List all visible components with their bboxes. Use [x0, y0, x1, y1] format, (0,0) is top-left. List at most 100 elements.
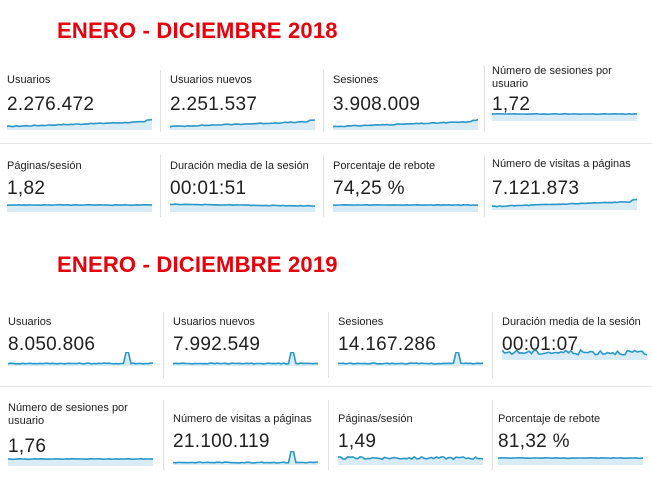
- sparkline-chart: [498, 456, 643, 465]
- card-divider: [484, 66, 485, 132]
- metric-label: Sesiones: [333, 74, 379, 86]
- sparkline-line: [173, 352, 318, 365]
- sparkline-chart: [338, 352, 483, 366]
- sparkline-line: [333, 203, 478, 207]
- metric-card-usuarios-nuevos[interactable]: Usuarios nuevos 2.251.537: [170, 74, 320, 136]
- sparkline-chart: [333, 203, 478, 212]
- sparkline-chart: [492, 112, 637, 121]
- metric-label: Usuarios nuevos: [173, 316, 255, 328]
- metric-label: Duración media de la sesión: [170, 160, 309, 172]
- metric-value: 1,49: [338, 431, 377, 452]
- sparkline-line: [333, 118, 478, 128]
- sparkline-chart: [8, 457, 153, 466]
- metric-label: Número de visitas a páginas: [492, 158, 631, 170]
- metric-label: Número de visitas a páginas: [173, 413, 312, 425]
- metric-card-numero-de-sesiones-por-usuario[interactable]: Número de sesiones por usuario 1,72: [492, 65, 642, 127]
- sparkline-chart: [173, 451, 318, 465]
- metric-value: 7.121.873: [492, 178, 580, 199]
- sparkline-area: [492, 113, 637, 121]
- sparkline-chart: [8, 352, 153, 366]
- card-divider: [328, 400, 329, 470]
- sparkline-chart: [338, 455, 483, 465]
- sparkline-line: [8, 352, 153, 365]
- card-divider: [163, 312, 164, 378]
- sparkline-line: [170, 119, 315, 128]
- metric-value: 14.167.286: [338, 334, 437, 355]
- metric-label: Usuarios: [8, 316, 52, 328]
- sparkline-area: [173, 352, 318, 366]
- sparkline-area: [8, 458, 153, 466]
- metric-label: Usuarios nuevos: [170, 74, 252, 86]
- sparkline-line: [338, 352, 483, 365]
- metric-value: 81,32 %: [498, 431, 570, 452]
- metric-card-usuarios[interactable]: Usuarios 2.276.472: [7, 74, 157, 136]
- sparkline-line: [170, 203, 315, 207]
- card-divider: [160, 70, 161, 132]
- sparkline-area: [333, 204, 478, 212]
- sparkline-area: [502, 349, 647, 360]
- metric-label: Páginas/sesión: [7, 160, 82, 172]
- sparkline-line: [7, 118, 152, 128]
- metric-label: Porcentaje de rebote: [333, 160, 436, 172]
- sparkline-area: [498, 457, 643, 465]
- card-divider: [492, 400, 493, 470]
- sparkline-chart: [492, 198, 637, 210]
- sparkline-chart: [7, 203, 152, 212]
- sparkline-line: [8, 457, 153, 461]
- metric-card-sesiones[interactable]: Sesiones 14.167.286: [338, 316, 488, 378]
- card-divider: [163, 400, 164, 470]
- metric-value: 00:01:51: [170, 178, 247, 199]
- card-divider: [323, 155, 324, 217]
- metric-label: Duración media de la sesión: [502, 316, 641, 328]
- sparkline-area: [7, 204, 152, 212]
- metric-label: Número de sesiones por usuario: [492, 65, 612, 90]
- metric-card-usuarios[interactable]: Usuarios 8.050.806: [8, 316, 158, 378]
- metric-card-usuarios-nuevos[interactable]: Usuarios nuevos 7.992.549: [173, 316, 323, 378]
- metric-label: Número de sesiones por usuario: [8, 402, 128, 427]
- metric-value: 1,76: [8, 436, 47, 457]
- metric-value: 00:01:07: [502, 334, 579, 355]
- metric-value: 21.100.119: [173, 431, 270, 452]
- metric-card-numero-de-sesiones-por-usuario[interactable]: Número de sesiones por usuario 1,76: [8, 402, 158, 466]
- metric-card-sesiones[interactable]: Sesiones 3.908.009: [333, 74, 483, 136]
- metric-label: Sesiones: [338, 316, 384, 328]
- metric-card-numero-de-visitas-a-paginas[interactable]: Número de visitas a páginas 7.121.873: [492, 158, 642, 220]
- sparkline-chart: [7, 118, 152, 130]
- sparkline-line: [498, 456, 643, 460]
- metric-card-duracion-media-de-la-sesion[interactable]: Duración media de la sesión 00:01:07: [502, 316, 652, 378]
- sparkline-area: [173, 451, 318, 465]
- metric-card-duracion-media-de-la-sesion[interactable]: Duración media de la sesión 00:01:51: [170, 160, 320, 222]
- metric-value: 3.908.009: [333, 94, 421, 115]
- metric-label: Páginas/sesión: [338, 413, 413, 425]
- metric-value: 7.992.549: [173, 334, 261, 355]
- sparkline-chart: [333, 118, 478, 130]
- section-title-2018: ENERO - DICIEMBRE 2018: [57, 18, 338, 43]
- metric-value: 74,25 %: [333, 178, 405, 199]
- sparkline-line: [502, 348, 647, 356]
- row-divider: [0, 386, 652, 387]
- sparkline-chart: [502, 348, 647, 360]
- card-divider: [328, 312, 329, 378]
- metric-value: 2.276.472: [7, 94, 95, 115]
- row-divider: [0, 143, 652, 144]
- sparkline-line: [338, 455, 483, 461]
- sparkline-line: [492, 198, 637, 208]
- metric-value: 2.251.537: [170, 94, 258, 115]
- card-divider: [323, 70, 324, 132]
- metric-label: Porcentaje de rebote: [498, 413, 601, 425]
- metric-card-numero-de-visitas-a-paginas[interactable]: Número de visitas a páginas 21.100.119: [173, 413, 323, 475]
- metric-label: Usuarios: [7, 74, 51, 86]
- sparkline-line: [492, 112, 637, 116]
- metric-card-paginas-sesion[interactable]: Páginas/sesión 1,82: [7, 160, 157, 222]
- metric-card-porcentaje-de-rebote[interactable]: Porcentaje de rebote 74,25 %: [333, 160, 483, 222]
- metric-card-paginas-sesion[interactable]: Páginas/sesión 1,49: [338, 413, 488, 475]
- metric-card-porcentaje-de-rebote[interactable]: Porcentaje de rebote 81,32 %: [498, 413, 648, 475]
- metric-value: 1,72: [492, 94, 531, 115]
- sparkline-chart: [170, 203, 315, 212]
- sparkline-chart: [173, 352, 318, 366]
- card-divider: [160, 155, 161, 217]
- metric-value: 1,82: [7, 178, 46, 199]
- sparkline-line: [7, 203, 152, 207]
- sparkline-line: [173, 451, 318, 464]
- section-title-2019: ENERO - DICIEMBRE 2019: [57, 252, 338, 277]
